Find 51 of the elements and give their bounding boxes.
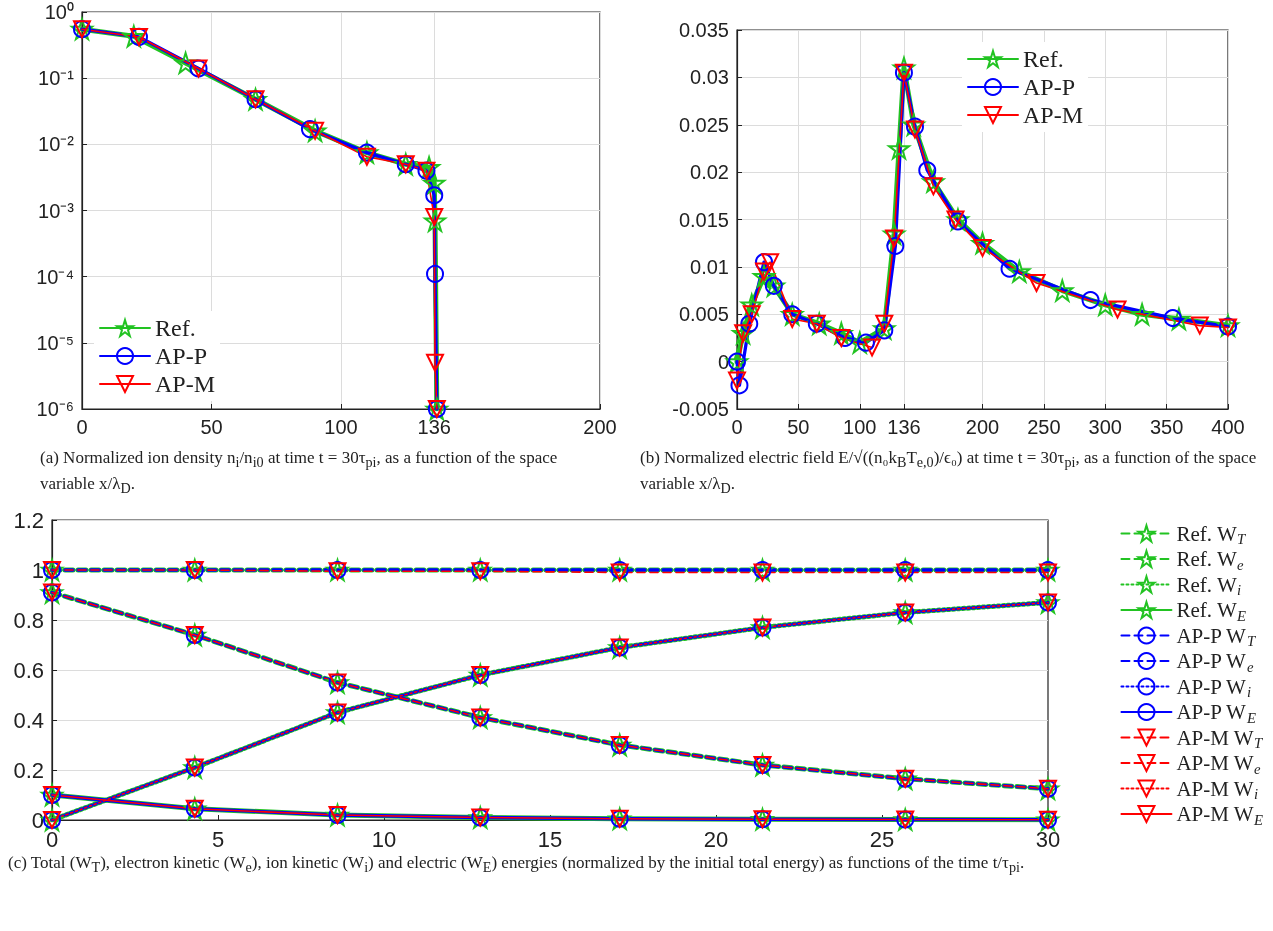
y-tick-label: 0.2 [13,757,44,783]
y-tick-label: 10⁻¹ [38,67,75,90]
x-tick-label: 20 [703,826,729,852]
x-tick-label: 50 [787,416,810,438]
x-tick-label: 350 [1149,416,1184,438]
x-tick-label: 15 [537,826,563,852]
x-tick-label: 400 [1211,416,1245,438]
y-tick-label: 0.6 [13,657,44,683]
y-tick-label: 10⁻² [38,133,75,156]
text: (a) Normalized ion density n$_{i}$/n$_{i0}$ at time t = 30τ$_{pi}$, as a function of the space variable x/λ$_{D}$. [40,448,558,497]
y-tick-label: 10⁻³ [38,199,75,222]
legend-label: Ref. [1022,46,1064,72]
x-tick-label: 30 [1035,826,1061,852]
x-tick-label: 200 [965,416,1000,438]
x-tick-label: 100 [324,416,358,438]
y-tick-label: 0.035 [678,19,729,41]
x-tick-label: 250 [1027,416,1061,438]
text: (c) Total (W$_{T}$), electron kinetic (W$_{e}$), ion kinetic (W$_{i}$) and electric (W$_{E}$) energies (normalized by the initial total energy) as functions of the time t/τ$_{pi}$. [8,853,1025,876]
y-tick-label: 0.01 [690,255,729,278]
legend-label: AP-P [1022,74,1076,100]
x-tick-label: 200 [583,416,617,438]
y-tick-label: 0.015 [678,208,729,231]
y-tick-label: 10⁻⁵ [36,331,74,354]
legend-label: Ref. [155,315,196,341]
y-tick-label: 0 [31,807,44,833]
y-tick-label: 0.005 [678,303,729,326]
x-tick-label: 5 [211,826,225,852]
y-tick-label: -0.005 [672,398,729,420]
x-tick-label: 136 [887,416,921,438]
text: (b) Normalized electric field E/√((n₀k$_{B}$T$_{e,0}$)/ϵ₀) at time t = 30τ$_{pi}$, as a function of the space variable x/λ$_{D}$. [640,448,1257,497]
y-tick-label: 10⁰ [44,1,74,23]
y-tick-label: 1 [31,557,44,583]
y-tick-label: 0 [717,350,729,373]
y-tick-label: 0.025 [678,113,729,136]
x-tick-label: 0 [731,416,743,438]
legend-label: AP-P [155,343,208,369]
x-tick-label: 136 [417,416,451,438]
x-tick-label: 50 [200,416,223,438]
legend-label: AP-M [155,371,216,397]
legend-label: AP-M [1022,102,1083,128]
x-tick-label: 25 [869,826,895,852]
y-tick-label: 0.02 [690,161,729,184]
y-tick-label: 10⁻⁶ [36,398,74,420]
y-tick-label: 1.2 [13,507,44,533]
y-tick-label: 0.03 [690,66,729,89]
y-tick-label: 10⁻⁴ [36,265,74,288]
x-tick-label: 300 [1088,416,1122,438]
x-tick-label: 10 [371,826,397,852]
y-tick-label: 0.8 [13,607,44,633]
y-tick-label: 0.4 [13,707,44,733]
x-tick-label: 100 [843,416,877,438]
